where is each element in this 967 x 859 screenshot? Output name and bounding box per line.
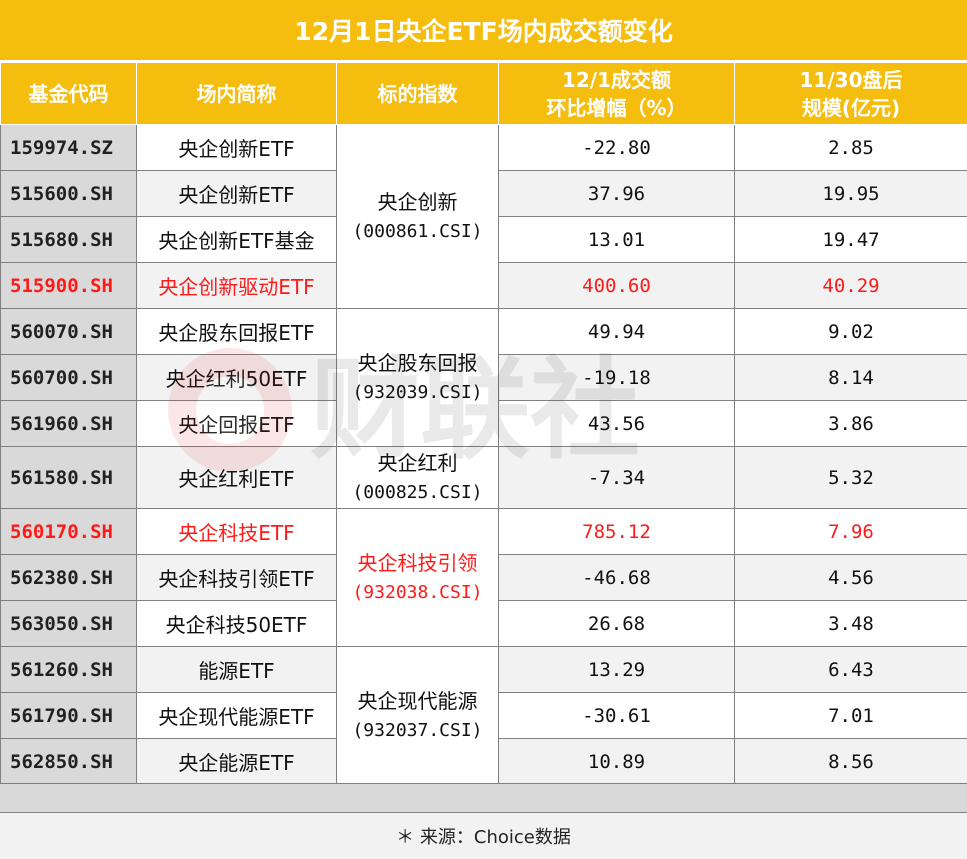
fund-name: 央企创新ETF基金	[136, 216, 337, 263]
header-row: 基金代码 场内简称 标的指数 12/1成交额 环比增幅（%） 11/30盘后 规模(…	[0, 62, 967, 125]
table-row: 562850.SH 央企能源ETF 10.89 8.56	[0, 738, 967, 785]
fund-scale: 19.47	[734, 216, 967, 263]
fund-code: 561960.SH	[0, 400, 137, 447]
fund-name: 央企科技50ETF	[136, 600, 337, 647]
fund-name: 央企科技引领ETF	[136, 554, 337, 601]
fund-name: 央企创新驱动ETF	[136, 262, 337, 309]
fund-scale: 5.32	[734, 446, 967, 509]
table-row: 562380.SH 央企科技引领ETF -46.68 4.56	[0, 554, 967, 601]
fund-name: 央企创新ETF	[136, 170, 337, 217]
fund-code: 159974.SZ	[0, 124, 137, 171]
fund-name: 央企红利50ETF	[136, 354, 337, 401]
table-row: 561790.SH 央企现代能源ETF -30.61 7.01	[0, 692, 967, 739]
index-cell: 央企红利 (000825.CSI)	[336, 446, 499, 509]
fund-scale: 3.48	[734, 600, 967, 647]
fund-scale: 7.01	[734, 692, 967, 739]
fund-name: 央企红利ETF	[136, 446, 337, 509]
fund-code: 560170.SH	[0, 508, 137, 555]
header-index: 标的指数	[336, 62, 499, 125]
table-row: 515600.SH 央企创新ETF 37.96 19.95	[0, 170, 967, 217]
fund-code: 562850.SH	[0, 738, 137, 785]
fund-code: 560070.SH	[0, 308, 137, 355]
header-code: 基金代码	[0, 62, 137, 125]
table-row: 563050.SH 央企科技50ETF 26.68 3.48	[0, 600, 967, 647]
table-row: 560700.SH 央企红利50ETF -19.18 8.14	[0, 354, 967, 401]
turnover-change: 13.01	[498, 216, 735, 263]
source-note: ＊ 来源：Choice数据	[0, 813, 967, 859]
fund-code: 515600.SH	[0, 170, 137, 217]
table-title: 12月1日央企ETF场内成交额变化	[0, 0, 967, 62]
fund-scale: 8.56	[734, 738, 967, 785]
fund-scale: 40.29	[734, 262, 967, 309]
header-change: 12/1成交额 环比增幅（%）	[498, 62, 735, 125]
fund-scale: 4.56	[734, 554, 967, 601]
turnover-change: -30.61	[498, 692, 735, 739]
turnover-change: 10.89	[498, 738, 735, 785]
fund-name: 央企能源ETF	[136, 738, 337, 785]
fund-name: 央企回报ETF	[136, 400, 337, 447]
table-row: 159974.SZ 央企创新ETF 央企创新 (000861.CSI) -22.8…	[0, 124, 967, 309]
turnover-change: 13.29	[498, 646, 735, 693]
fund-code: 515900.SH	[0, 262, 137, 309]
fund-scale: 2.85	[734, 124, 967, 171]
header-scale: 11/30盘后 规模(亿元)	[734, 62, 967, 125]
fund-name: 能源ETF	[136, 646, 337, 693]
index-cell: 央企现代能源 (932037.CSI)	[336, 646, 499, 785]
turnover-change: 26.68	[498, 600, 735, 647]
turnover-change: 43.56	[498, 400, 735, 447]
fund-scale: 19.95	[734, 170, 967, 217]
turnover-change: -7.34	[498, 446, 735, 509]
table-row: 561260.SH 能源ETF 央企现代能源 (932037.CSI) 13.29…	[0, 646, 967, 785]
turnover-change: -46.68	[498, 554, 735, 601]
turnover-change: 49.94	[498, 308, 735, 355]
spacer-bar	[0, 783, 967, 813]
fund-code: 561790.SH	[0, 692, 137, 739]
index-cell: 央企科技引领 (932038.CSI)	[336, 508, 499, 647]
fund-name: 央企科技ETF	[136, 508, 337, 555]
fund-code: 561580.SH	[0, 446, 137, 509]
turnover-change: 400.60	[498, 262, 735, 309]
table-row: 560070.SH 央企股东回报ETF 央企股东回报 (932039.CSI) 4…	[0, 308, 967, 447]
fund-code: 515680.SH	[0, 216, 137, 263]
table-row-highlighted: 515900.SH 央企创新驱动ETF 400.60 40.29	[0, 262, 967, 309]
fund-name: 央企现代能源ETF	[136, 692, 337, 739]
index-cell: 央企创新 (000861.CSI)	[336, 124, 499, 309]
fund-scale: 7.96	[734, 508, 967, 555]
table-row-highlighted: 560170.SH 央企科技ETF 央企科技引领 (932038.CSI) 785…	[0, 508, 967, 647]
turnover-change: -19.18	[498, 354, 735, 401]
index-cell: 央企股东回报 (932039.CSI)	[336, 308, 499, 447]
fund-code: 560700.SH	[0, 354, 137, 401]
fund-scale: 3.86	[734, 400, 967, 447]
turnover-change: -22.80	[498, 124, 735, 171]
table-row: 515680.SH 央企创新ETF基金 13.01 19.47	[0, 216, 967, 263]
fund-scale: 9.02	[734, 308, 967, 355]
header-name: 场内简称	[136, 62, 337, 125]
table-row: 561580.SH 央企红利ETF 央企红利 (000825.CSI) -7.34…	[0, 446, 967, 509]
turnover-change: 37.96	[498, 170, 735, 217]
turnover-change: 785.12	[498, 508, 735, 555]
fund-code: 561260.SH	[0, 646, 137, 693]
fund-scale: 6.43	[734, 646, 967, 693]
fund-scale: 8.14	[734, 354, 967, 401]
fund-name: 央企创新ETF	[136, 124, 337, 171]
table-row: 561960.SH 央企回报ETF 43.56 3.86	[0, 400, 967, 447]
fund-code: 563050.SH	[0, 600, 137, 647]
fund-name: 央企股东回报ETF	[136, 308, 337, 355]
fund-code: 562380.SH	[0, 554, 137, 601]
etf-table: 基金代码 场内简称 标的指数 12/1成交额 环比增幅（%） 11/30盘后 规模(…	[0, 62, 967, 785]
